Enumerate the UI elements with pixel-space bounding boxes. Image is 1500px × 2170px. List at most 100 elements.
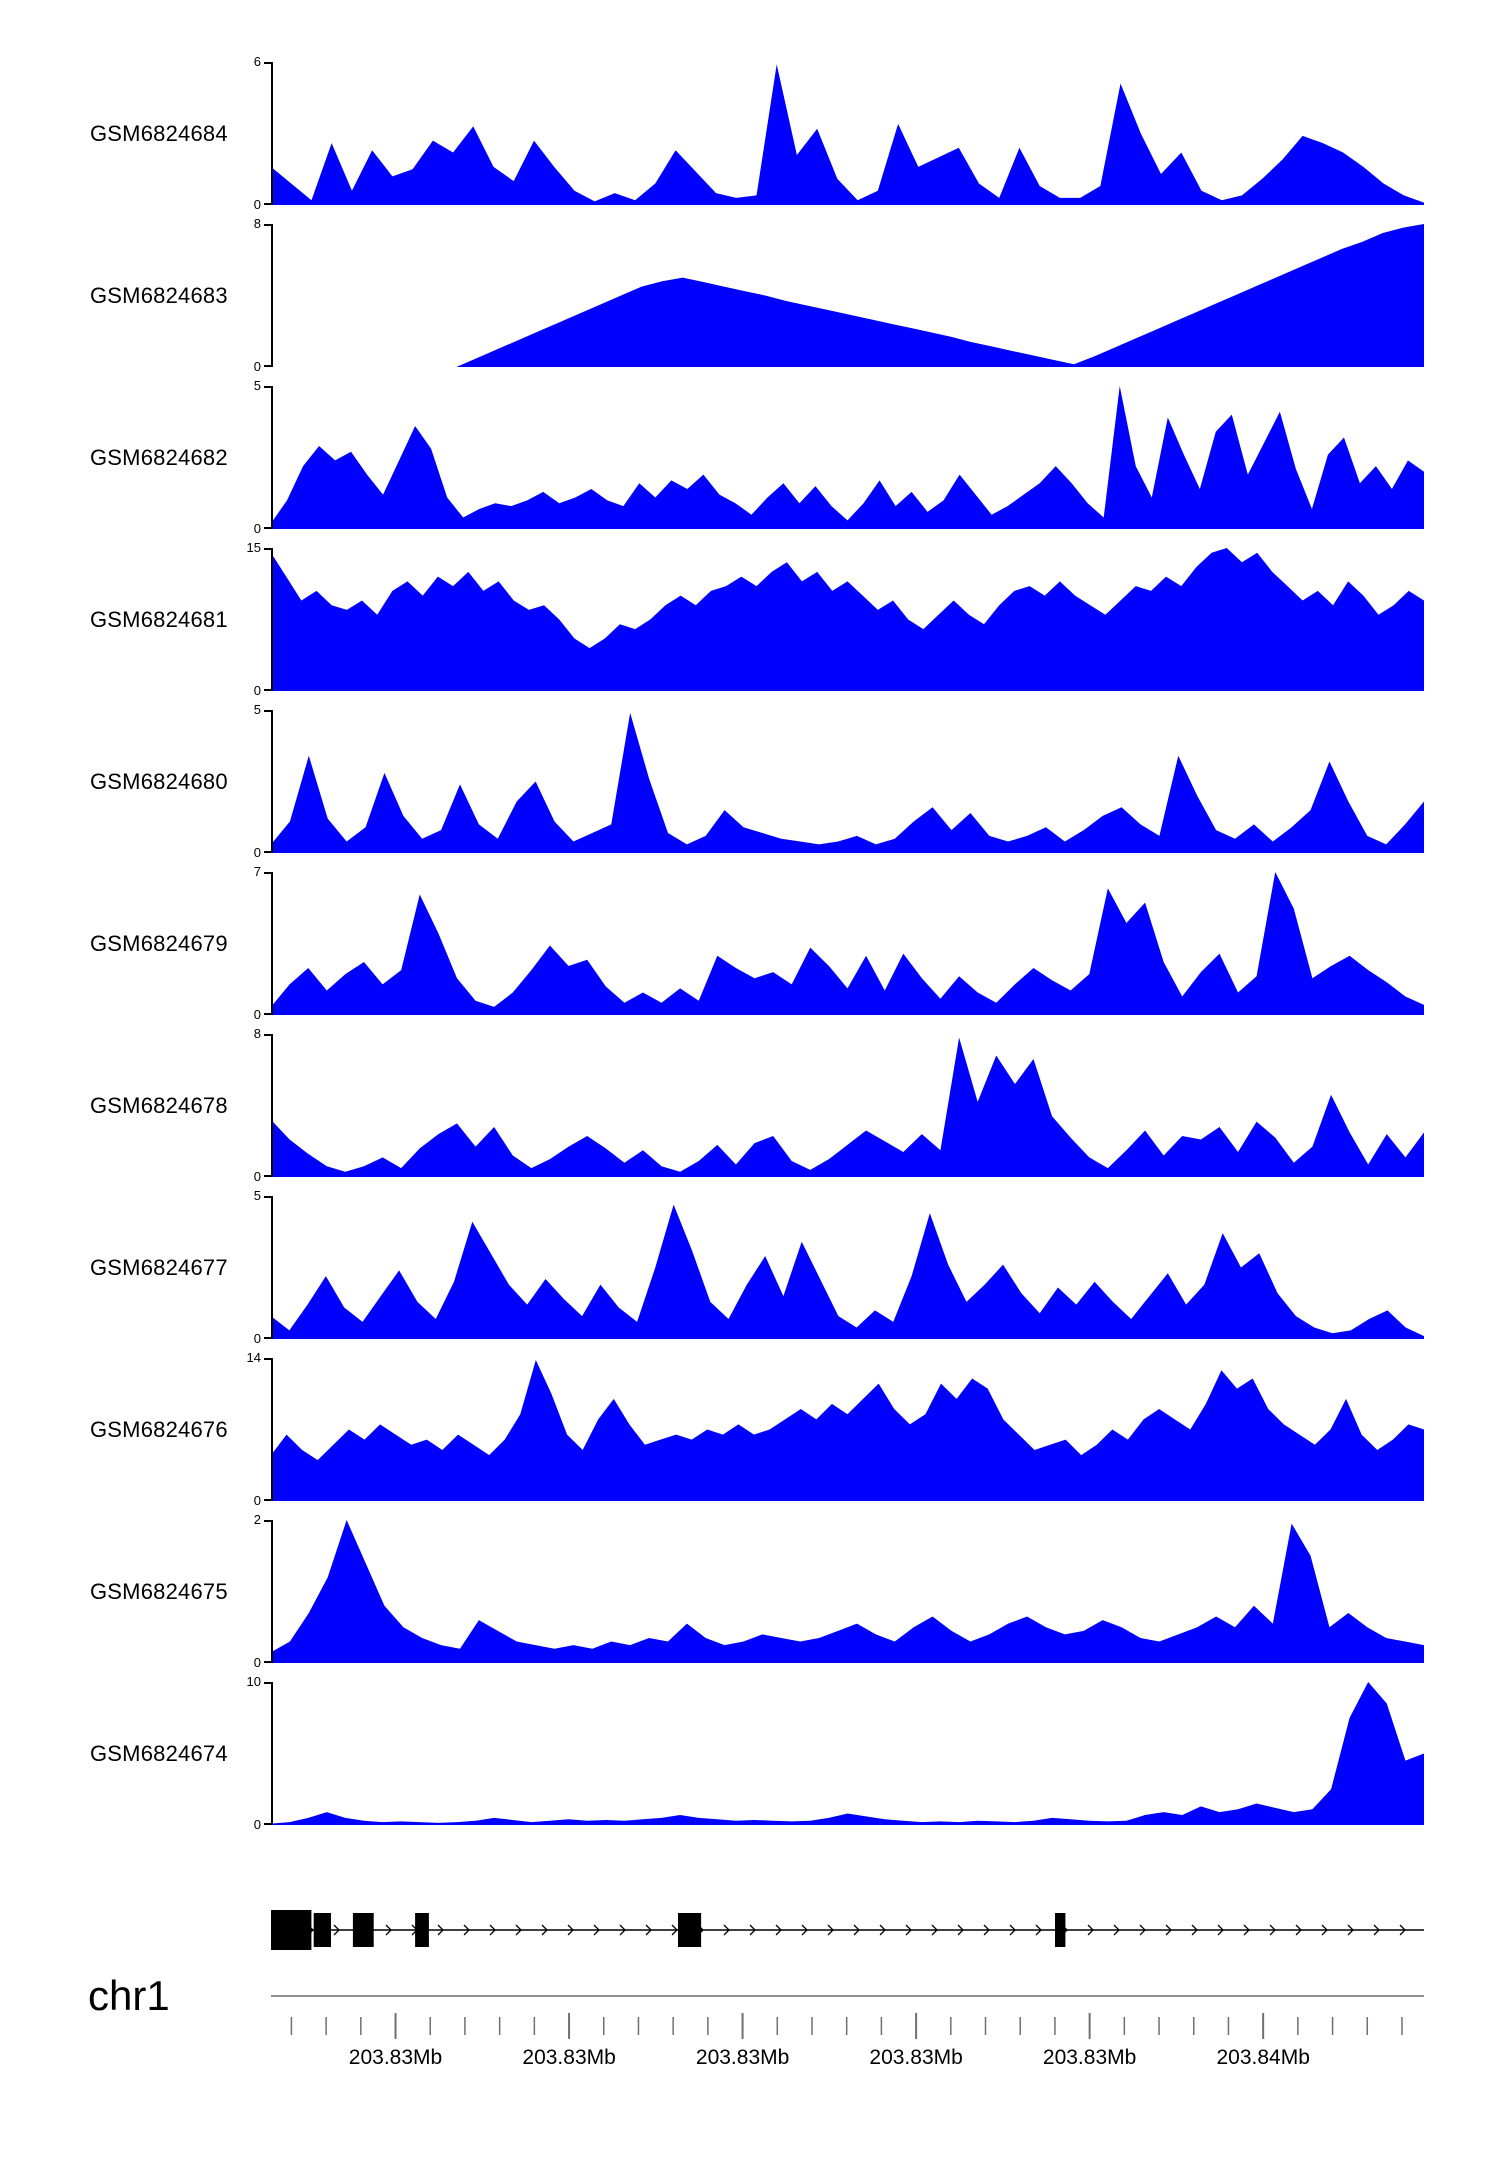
axis-coordinate-label: 203.83Mb (869, 2046, 962, 2069)
track-row: GSM6824678 8 0 (0, 1027, 1500, 1184)
y-tick-mark-bottom (264, 527, 271, 529)
track-label: GSM6824676 (90, 1416, 228, 1442)
track-row: GSM6824675 2 0 (0, 1513, 1500, 1670)
y-max-label: 5 (253, 702, 261, 717)
coverage-area (271, 224, 1424, 367)
exon-box (313, 1913, 331, 1947)
y-tick-mark-bottom (264, 689, 271, 691)
y-axis-line (271, 386, 273, 529)
strand-arrow-icon (723, 1924, 730, 1936)
strand-arrow-icon (1113, 1924, 1120, 1936)
exon-box (415, 1913, 429, 1947)
coverage-area (271, 64, 1424, 205)
exon-box (678, 1913, 702, 1947)
strand-arrow-icon (1035, 1924, 1042, 1936)
y-max-label: 15 (246, 540, 261, 555)
chromosome-label: chr1 (88, 1972, 170, 2019)
gene-model-track (271, 1898, 1424, 1962)
y-max-label: 6 (253, 54, 261, 69)
strand-arrow-icon (593, 1924, 600, 1936)
coverage-area (271, 1682, 1424, 1825)
y-axis-line (271, 62, 273, 205)
track-label: GSM6824680 (90, 768, 228, 794)
strand-arrow-icon (853, 1924, 860, 1936)
gene-model-svg (271, 1910, 1424, 1950)
y-tick-mark-top (264, 872, 271, 874)
track-row: GSM6824677 5 0 (0, 1189, 1500, 1346)
y-min-label: 0 (253, 1007, 261, 1022)
y-max-label: 5 (253, 1188, 261, 1203)
coverage-area (271, 386, 1424, 529)
coverage-area (271, 1204, 1424, 1339)
y-tick-mark-top (264, 386, 271, 388)
y-tick-mark-top (264, 548, 271, 550)
y-min-label: 0 (253, 1817, 261, 1832)
y-axis-line (271, 548, 273, 691)
strand-arrow-icon (1347, 1924, 1354, 1936)
track-row: GSM6824684 6 0 (0, 55, 1500, 212)
coverage-area (271, 1360, 1424, 1501)
strand-arrow-icon (983, 1924, 990, 1936)
track-row: GSM6824676 14 0 (0, 1351, 1500, 1508)
strand-arrow-icon (1087, 1924, 1094, 1936)
strand-arrow-icon (645, 1924, 652, 1936)
track-row: GSM6824674 10 0 (0, 1675, 1500, 1832)
track-plot: 14 0 (247, 1351, 1424, 1508)
y-tick-mark-top (264, 1034, 271, 1036)
strand-arrow-icon (879, 1924, 886, 1936)
strand-arrow-icon (801, 1924, 808, 1936)
strand-arrow-icon (385, 1924, 392, 1936)
y-tick-mark-top (264, 1682, 271, 1684)
y-tick-mark-bottom (264, 1499, 271, 1501)
y-axis-line (271, 1196, 273, 1339)
track-row: GSM6824680 5 0 (0, 703, 1500, 860)
track-label: GSM6824675 (90, 1578, 228, 1604)
axis-coordinate-label: 203.83Mb (1043, 2046, 1136, 2069)
strand-arrow-icon (1295, 1924, 1302, 1936)
track-label: GSM6824677 (90, 1254, 228, 1280)
track-label: GSM6824683 (90, 282, 228, 308)
coverage-area (271, 548, 1424, 691)
strand-arrow-icon (1243, 1924, 1250, 1936)
y-axis-line (271, 710, 273, 853)
y-max-label: 14 (246, 1350, 261, 1365)
strand-arrow-icon (1217, 1924, 1224, 1936)
strand-arrow-icon (1321, 1924, 1328, 1936)
coverage-area (271, 872, 1424, 1015)
strand-arrow-icon (333, 1924, 340, 1936)
track-row: GSM6824682 5 0 (0, 379, 1500, 536)
y-tick-mark-bottom (264, 851, 271, 853)
y-axis-line (271, 872, 273, 1015)
y-tick-mark-bottom (264, 203, 271, 205)
y-min-label: 0 (253, 521, 261, 536)
y-max-label: 2 (253, 1512, 261, 1527)
y-tick-mark-top (264, 1196, 271, 1198)
y-tick-mark-bottom (264, 1823, 271, 1825)
axis-coordinate-label: 203.83Mb (349, 2046, 442, 2069)
track-label: GSM6824678 (90, 1092, 228, 1118)
y-tick-mark-top (264, 1358, 271, 1360)
strand-arrow-icon (1191, 1924, 1198, 1936)
y-axis-line (271, 1358, 273, 1501)
y-min-label: 0 (253, 197, 261, 212)
y-min-label: 0 (253, 1493, 261, 1508)
y-tick-mark-bottom (264, 1661, 271, 1663)
y-max-label: 7 (253, 864, 261, 879)
y-tick-mark-bottom (264, 1013, 271, 1015)
axis-coordinate-label: 203.83Mb (522, 2046, 615, 2069)
strand-arrow-icon (463, 1924, 470, 1936)
strand-arrow-icon (905, 1924, 912, 1936)
strand-arrow-icon (1139, 1924, 1146, 1936)
genome-axis-svg: 203.83Mb 203.83Mb 203.83Mb 203.83Mb 203.83Mb… (271, 1995, 1424, 2069)
track-label: GSM6824684 (90, 120, 228, 146)
y-min-label: 0 (253, 1169, 261, 1184)
coverage-area (271, 1037, 1424, 1177)
y-axis-line (271, 1034, 273, 1177)
y-min-label: 0 (253, 683, 261, 698)
strand-arrow-icon (1373, 1924, 1380, 1936)
